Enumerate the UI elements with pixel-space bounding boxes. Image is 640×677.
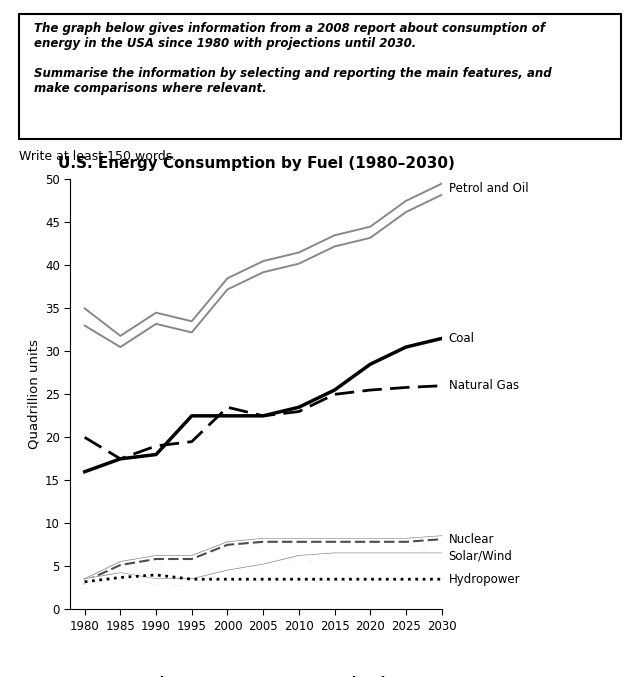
Text: Coal: Coal bbox=[449, 332, 475, 345]
FancyBboxPatch shape bbox=[19, 14, 621, 139]
Title: U.S. Energy Consumption by Fuel (1980–2030): U.S. Energy Consumption by Fuel (1980–20… bbox=[58, 156, 454, 171]
Text: The graph below gives information from a 2008 report about consumption of
energy: The graph below gives information from a… bbox=[34, 22, 552, 95]
Text: Natural Gas: Natural Gas bbox=[449, 379, 519, 392]
Text: Nuclear: Nuclear bbox=[449, 533, 494, 546]
Y-axis label: Quadrillion units: Quadrillion units bbox=[28, 339, 41, 450]
Text: Solar/Wind: Solar/Wind bbox=[449, 549, 513, 562]
Text: Hydropower: Hydropower bbox=[449, 573, 520, 586]
Text: History: History bbox=[149, 676, 206, 677]
Text: Petrol and Oil: Petrol and Oil bbox=[449, 181, 529, 194]
Text: Write at least 150 words.: Write at least 150 words. bbox=[19, 150, 177, 163]
Text: Projections: Projections bbox=[326, 676, 414, 677]
